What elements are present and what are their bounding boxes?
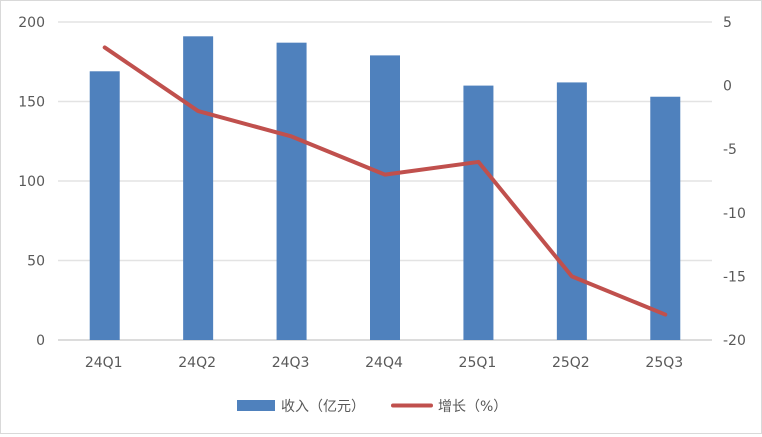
right-axis-tick-label: -10 — [723, 206, 746, 222]
right-axis-tick-label: -5 — [723, 142, 737, 158]
left-axis-tick-label: 100 — [18, 174, 45, 190]
x-axis-tick-label: 24Q2 — [178, 355, 216, 371]
bar-24Q4 — [370, 55, 400, 340]
bar-24Q2 — [183, 36, 213, 340]
bar-24Q1 — [90, 71, 120, 340]
right-axis-tick-label: 0 — [723, 79, 732, 95]
left-axis-tick-label: 0 — [36, 333, 45, 349]
bar-24Q3 — [277, 43, 307, 340]
left-axis-tick-label: 200 — [18, 15, 45, 31]
x-axis-tick-label: 25Q1 — [459, 355, 497, 371]
left-axis-tick-label: 50 — [27, 254, 45, 270]
x-axis-tick-label: 25Q2 — [552, 355, 590, 371]
right-axis-tick-label: -15 — [723, 269, 746, 285]
bar-25Q3 — [650, 97, 680, 340]
x-axis-tick-label: 24Q3 — [272, 355, 310, 371]
right-axis-tick-label: 5 — [723, 15, 732, 31]
x-axis-tick-label: 24Q1 — [85, 355, 123, 371]
x-axis-tick-label: 25Q3 — [645, 355, 683, 371]
legend-bar-label: 收入（亿元） — [281, 399, 365, 415]
left-axis-tick-label: 150 — [18, 95, 45, 111]
bar-25Q2 — [557, 82, 587, 340]
bar-25Q1 — [463, 86, 493, 340]
x-axis-tick-label: 24Q4 — [365, 355, 403, 371]
right-axis-tick-label: -20 — [723, 333, 746, 349]
legend-bar-swatch — [237, 400, 275, 411]
legend-line-label: 增长（%） — [438, 399, 507, 415]
